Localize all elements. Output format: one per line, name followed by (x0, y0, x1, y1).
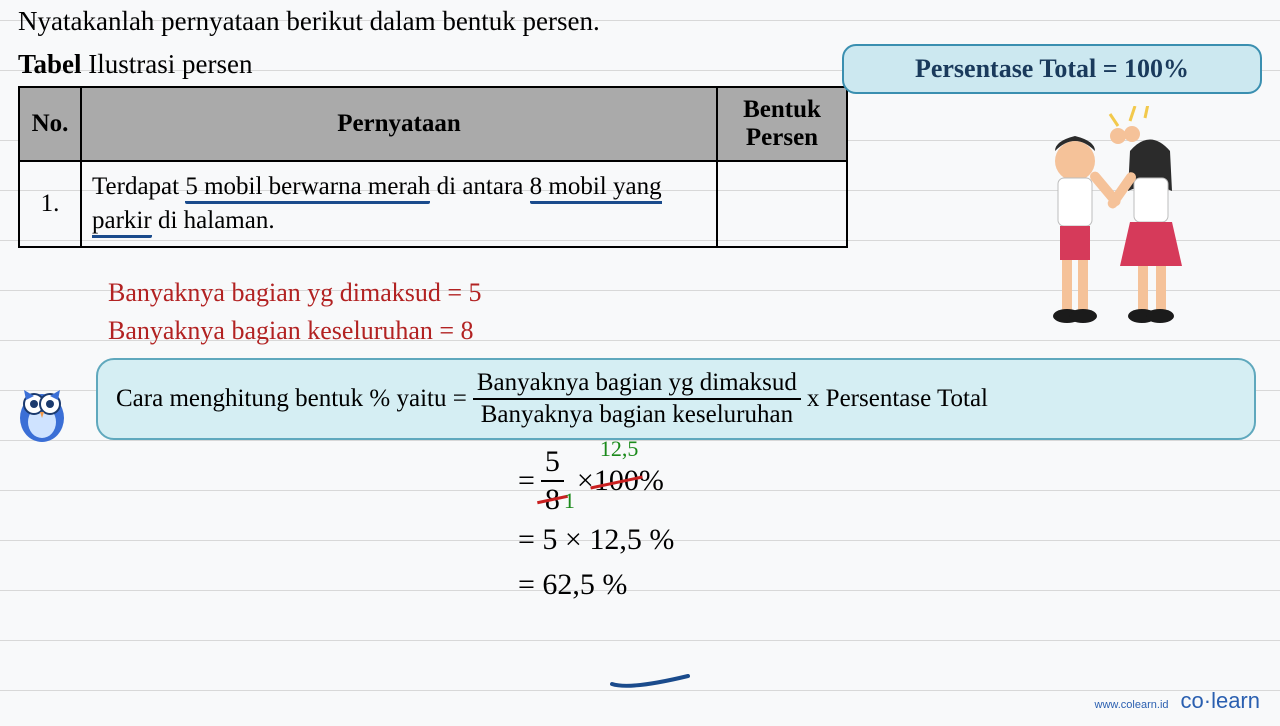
underline-part-1: 5 mobil berwarna merah (185, 173, 430, 204)
calc-line-1: = 5 8 1 × 12,5 100 % (518, 446, 1262, 515)
cell-persen (717, 161, 847, 247)
formula-denominator: Banyaknya bagian keseluruhan (477, 400, 797, 428)
calc-line-2: = 5 × 12,5 % (518, 517, 1262, 562)
formula-fraction: Banyaknya bagian yg dimaksud Banyaknya b… (473, 370, 801, 429)
cell-statement: Terdapat 5 mobil berwarna merah di antar… (81, 161, 717, 247)
formula-lhs: Cara menghitung bentuk % yaitu = (116, 385, 467, 413)
brand-name: co·learn (1181, 688, 1260, 714)
brand-url: www.colearn.id (1095, 699, 1169, 711)
calc-line-3: = 62,5 % (518, 562, 1262, 607)
green-bottom: 1 (564, 484, 575, 517)
col-header-statement: Pernyataan (81, 87, 717, 161)
hundred-struck: 100 (594, 458, 639, 503)
table-header-row: No. Pernyataan Bentuk Persen (19, 87, 847, 161)
col-header-no: No. (19, 87, 81, 161)
page-heading: Nyatakanlah pernyataan berikut dalam ben… (18, 6, 1262, 37)
cell-no: 1. (19, 161, 81, 247)
table-caption-text: Ilustrasi persen (82, 49, 253, 79)
answer-underline-icon (610, 674, 690, 690)
calculation-block: = 5 8 1 × 12,5 100 % = 5 × 12,5 % = 62,5… (518, 446, 1262, 607)
formula-rhs: x Persentase Total (807, 385, 988, 413)
formula-numerator: Banyaknya bagian yg dimaksud (473, 370, 801, 400)
col-header-persen: Bentuk Persen (717, 87, 847, 161)
calc-fraction: 5 8 (541, 446, 564, 515)
owl-icon (10, 376, 75, 446)
kids-illustration-icon (1010, 106, 1210, 346)
badge-persentase-total: Persentase Total = 100% (842, 44, 1262, 94)
table-caption-bold: Tabel (18, 49, 82, 79)
table-row: 1. Terdapat 5 mobil berwarna merah di an… (19, 161, 847, 247)
ilustrasi-table: No. Pernyataan Bentuk Persen 1. Terdapat… (18, 86, 848, 248)
formula-bar: Cara menghitung bentuk % yaitu = Banyakn… (96, 358, 1256, 441)
brand-logo: www.colearn.id co·learn (1095, 688, 1260, 714)
